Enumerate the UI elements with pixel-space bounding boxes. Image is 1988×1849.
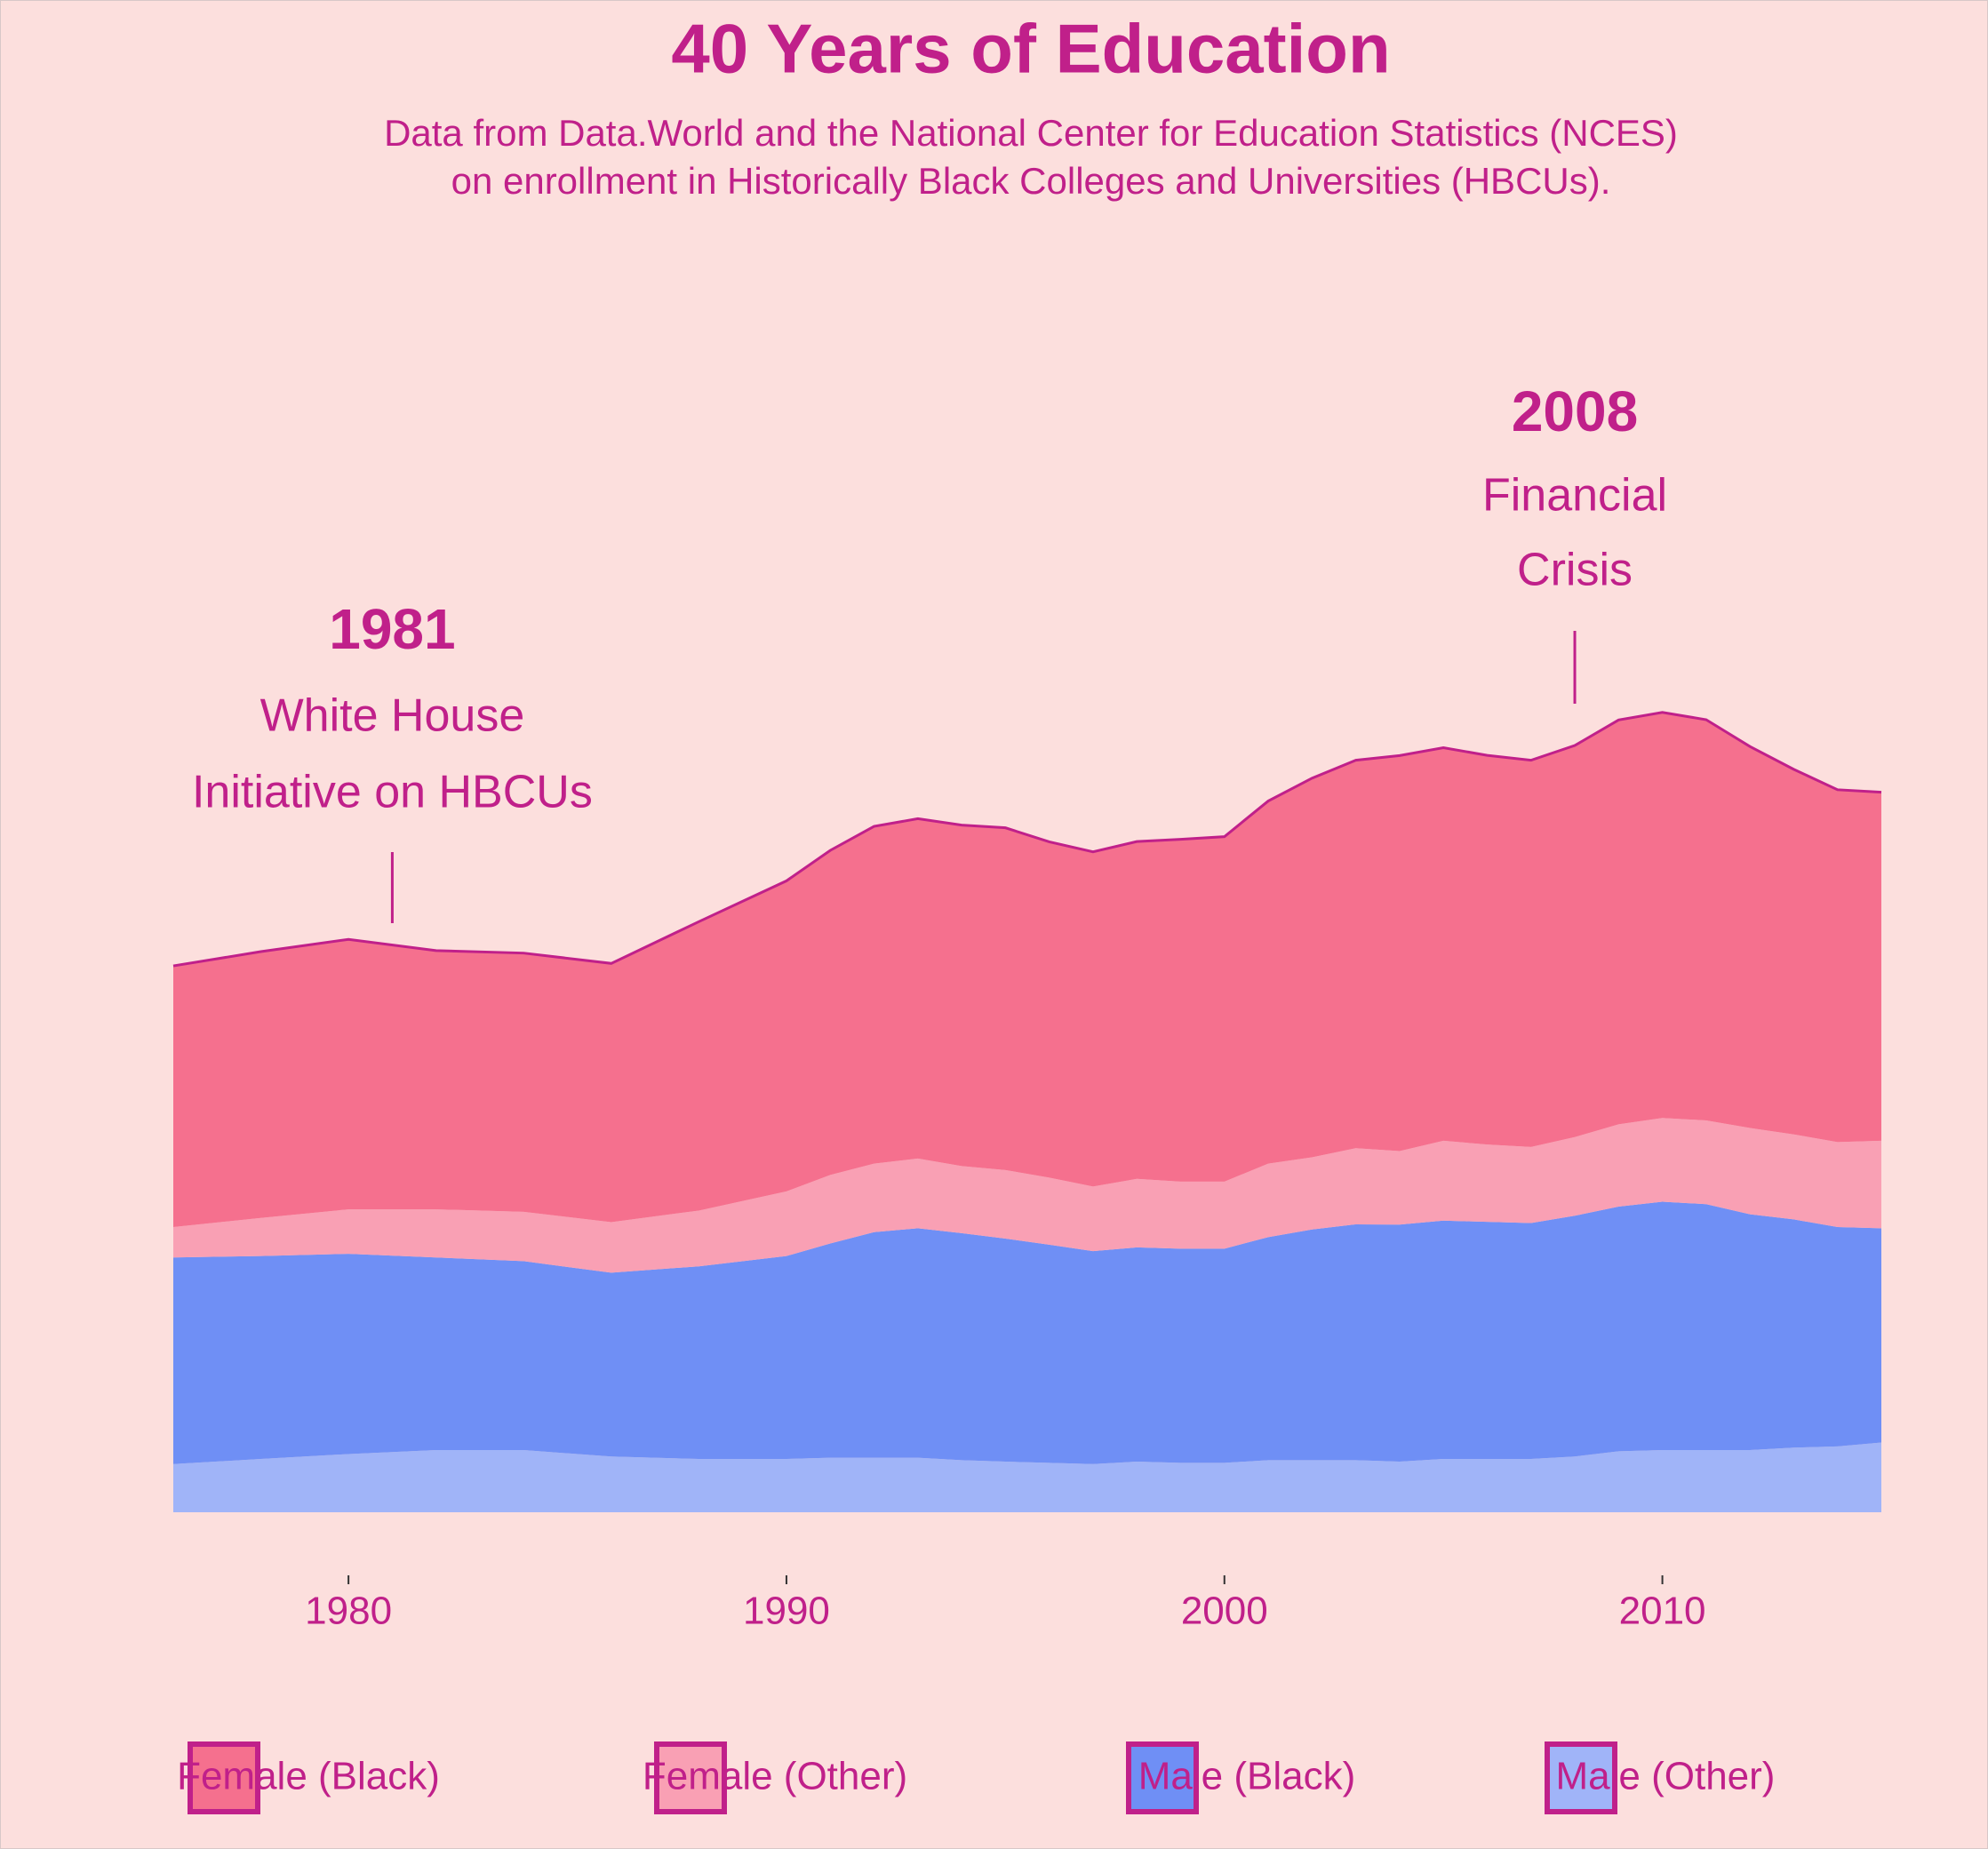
- area: [173, 1442, 1881, 1512]
- area: [173, 1118, 1881, 1273]
- annotation-text: Crisis: [1517, 545, 1633, 596]
- legend-label: Female (Black): [177, 1755, 440, 1798]
- chart-title: 40 Years of Education: [671, 10, 1390, 88]
- area: [173, 712, 1881, 1227]
- x-tick-label: 2010: [1619, 1590, 1706, 1633]
- annotation-year: 2008: [1512, 379, 1638, 443]
- x-tick-label: 1990: [743, 1590, 830, 1633]
- legend-key: [1545, 1741, 1617, 1814]
- legend-key: [654, 1741, 727, 1814]
- legend-label: Female (Other): [643, 1755, 907, 1798]
- legend-label: Male (Other): [1556, 1755, 1776, 1798]
- area: [173, 1201, 1881, 1464]
- x-tick-label: 1980: [305, 1590, 392, 1633]
- legend-key: [1126, 1741, 1199, 1814]
- annotation-text: White House: [260, 690, 525, 742]
- annotation-text: Initiative on HBCUs: [192, 767, 593, 818]
- legend-key: [188, 1741, 260, 1814]
- annotation-year: 1981: [329, 597, 455, 661]
- legend-label: Male (Black): [1138, 1755, 1356, 1798]
- area-outline: [172, 711, 1882, 968]
- chart-subtitle: on enrollment in Historically Black Coll…: [451, 160, 1611, 202]
- annotation-text: Financial: [1482, 470, 1667, 522]
- chart-subtitle: Data from Data.World and the National Ce…: [384, 112, 1678, 154]
- x-tick-label: 2000: [1181, 1590, 1268, 1633]
